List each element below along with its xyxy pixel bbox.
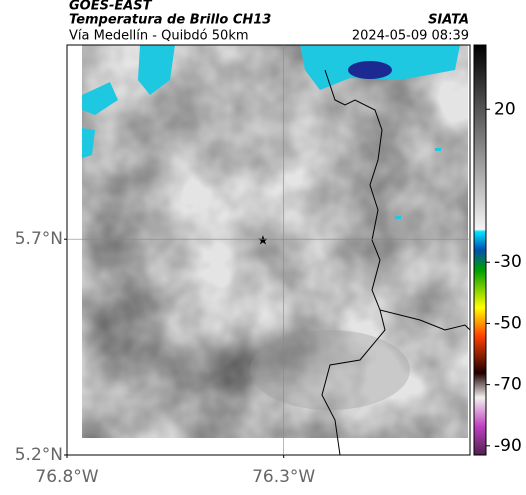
timestamp: 2024-05-09 08:39 <box>352 29 469 44</box>
colorbar-tick-label: -70 <box>494 375 522 395</box>
colorbar-tick-label: -50 <box>494 313 522 333</box>
lat-tick-label: 5.7°N <box>15 229 63 249</box>
colorbar <box>473 44 487 456</box>
lon-tick-label: 76.3°W <box>252 467 315 487</box>
colorbar-tick-label: -90 <box>494 436 522 456</box>
route: Vía Medellín - Quibdó 50km <box>69 29 249 44</box>
map-image <box>67 45 470 455</box>
map-frame <box>66 44 471 456</box>
colorbar-tick-label: 20 <box>494 99 516 119</box>
subtitle: Temperatura de Brillo CH13 <box>69 13 271 28</box>
title: GOES-EAST <box>69 0 153 14</box>
lat-tick-label: 5.2°N <box>15 445 63 465</box>
lon-tick-label: 76.8°W <box>35 467 98 487</box>
location-marker: ★ <box>257 234 269 249</box>
source: SIATA <box>428 13 469 28</box>
colorbar-tick-label: -30 <box>494 252 522 272</box>
